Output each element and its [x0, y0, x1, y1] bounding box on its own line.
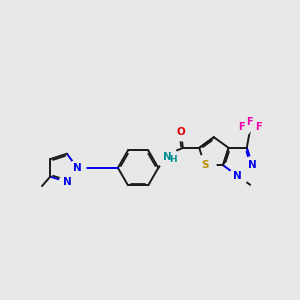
- Text: N: N: [73, 163, 82, 173]
- Text: S: S: [201, 160, 208, 170]
- Text: F: F: [246, 117, 253, 127]
- Text: O: O: [177, 128, 186, 137]
- Text: N: N: [163, 152, 172, 162]
- Text: F: F: [238, 122, 245, 132]
- Text: N: N: [233, 171, 242, 181]
- Text: H: H: [169, 155, 176, 164]
- Text: N: N: [62, 177, 71, 187]
- Text: N: N: [248, 160, 257, 170]
- Text: F: F: [255, 122, 261, 132]
